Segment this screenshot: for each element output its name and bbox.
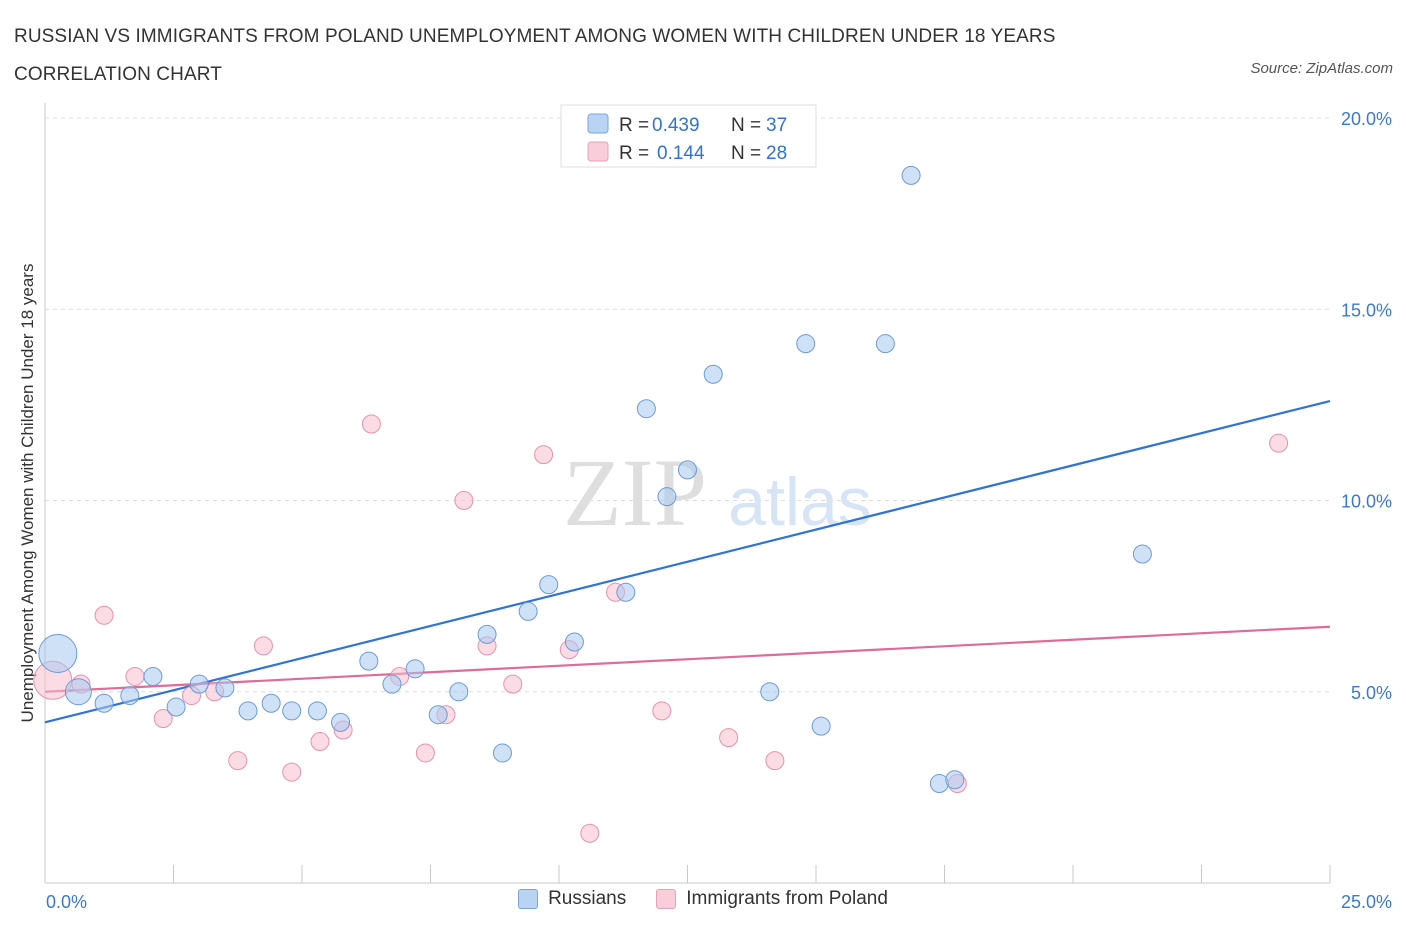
point-russians-26 (678, 460, 697, 480)
point-russians-25 (657, 487, 677, 507)
point-russians-18 (477, 624, 497, 644)
point-russians-1 (64, 678, 92, 706)
stats-legend-r-label-1: R = (619, 115, 654, 136)
point-russians-2 (94, 693, 114, 713)
stats-legend-r-label-2: R = (619, 143, 654, 164)
stats-legend-n-label-1: N = (731, 115, 766, 136)
point-russians-27 (703, 364, 723, 384)
point-poland-7 (228, 751, 248, 771)
point-russians-8 (238, 701, 258, 721)
point-poland-21 (580, 823, 600, 843)
point-poland-19 (534, 445, 554, 465)
point-russians-21 (539, 575, 559, 595)
point-russians-20 (518, 601, 538, 621)
stats-legend: R = 0.439 N = 37 R = 0.144 N = 28 (560, 104, 817, 168)
watermark-zip: ZIP (563, 439, 707, 546)
point-russians-34 (945, 770, 965, 790)
point-russians-7 (215, 678, 235, 698)
gridlines (45, 117, 1330, 693)
point-russians-22 (564, 632, 584, 652)
x-tick-label-1: 25.0% (1341, 892, 1392, 912)
y-tick-label-3: 20.0% (1341, 109, 1392, 129)
legend-swatch-poland (656, 889, 677, 909)
point-russians-32 (901, 165, 921, 185)
x-tick-labels: 0.0% 25.0% (46, 892, 1392, 912)
point-russians-4 (143, 666, 163, 686)
trend-line-poland (44, 625, 1331, 693)
point-russians-13 (359, 651, 379, 671)
y-tick-label-1: 10.0% (1341, 492, 1392, 512)
point-russians-31 (875, 334, 895, 354)
stats-legend-n-value-2: 28 (766, 143, 787, 164)
point-russians-16 (428, 705, 448, 725)
point-russians-28 (760, 682, 780, 702)
legend-label-poland: Immigrants from Poland (686, 888, 888, 909)
point-russians-6 (189, 674, 209, 694)
legend-item-russians[interactable]: Russians (518, 888, 626, 910)
stats-legend-swatch-poland (587, 141, 609, 162)
series-legend: Russians Immigrants from Poland (0, 888, 1406, 910)
chart-title: RUSSIAN VS IMMIGRANTS FROM POLAND UNEMPL… (14, 26, 1056, 85)
stats-legend-n-value-1: 37 (766, 115, 787, 136)
source-label: Source: ZipAtlas.com (1250, 60, 1393, 77)
stats-legend-r-value-1: 0.439 (652, 115, 700, 136)
point-poland-18 (503, 674, 523, 694)
point-poland-3 (125, 666, 145, 686)
point-poland-25 (765, 751, 785, 771)
point-poland-2 (94, 605, 114, 625)
point-poland-10 (310, 731, 330, 751)
point-russians-10 (282, 701, 302, 721)
point-russians-0 (38, 634, 78, 673)
point-russians-3 (120, 686, 140, 706)
point-russians-9 (261, 693, 281, 713)
point-russians-29 (796, 334, 816, 354)
point-russians-11 (307, 701, 327, 721)
legend-label-russians: Russians (548, 888, 627, 909)
trend-lines (44, 399, 1331, 724)
legend-item-poland[interactable]: Immigrants from Poland (656, 888, 888, 910)
axes (44, 103, 1331, 884)
watermark-atlas: atlas (728, 464, 872, 540)
point-russians-30 (811, 716, 831, 736)
point-russians-14 (382, 674, 402, 694)
stats-legend-swatch-russians (587, 113, 609, 134)
x-tick-label-0: 0.0% (46, 892, 87, 912)
point-russians-12 (331, 712, 351, 732)
y-tick-labels: 5.0% 10.0% 15.0% 20.0% (1341, 109, 1392, 703)
point-russians-24 (636, 399, 656, 419)
point-russians-17 (449, 682, 469, 702)
point-poland-27 (1269, 433, 1289, 453)
stats-legend-n-label-2: N = (731, 143, 766, 164)
data-points (33, 165, 1289, 843)
point-russians-5 (166, 697, 186, 717)
point-poland-12 (361, 414, 381, 434)
point-poland-8 (253, 636, 273, 656)
point-russians-23 (616, 582, 636, 602)
point-russians-35 (1132, 544, 1152, 564)
point-poland-23 (652, 701, 672, 721)
point-poland-24 (719, 728, 739, 748)
point-poland-4 (153, 709, 173, 729)
y-tick-label-0: 5.0% (1351, 683, 1392, 703)
y-tick-label-2: 15.0% (1341, 300, 1392, 320)
point-poland-9 (282, 762, 302, 782)
stats-legend-r-value-2: 0.144 (657, 143, 705, 164)
point-poland-16 (454, 491, 474, 510)
watermark: ZIP atlas (563, 439, 872, 546)
trend-line-russians (44, 399, 1331, 724)
point-russians-15 (405, 659, 425, 679)
point-poland-14 (415, 743, 435, 763)
point-russians-19 (492, 743, 512, 763)
legend-swatch-russians (518, 889, 539, 909)
